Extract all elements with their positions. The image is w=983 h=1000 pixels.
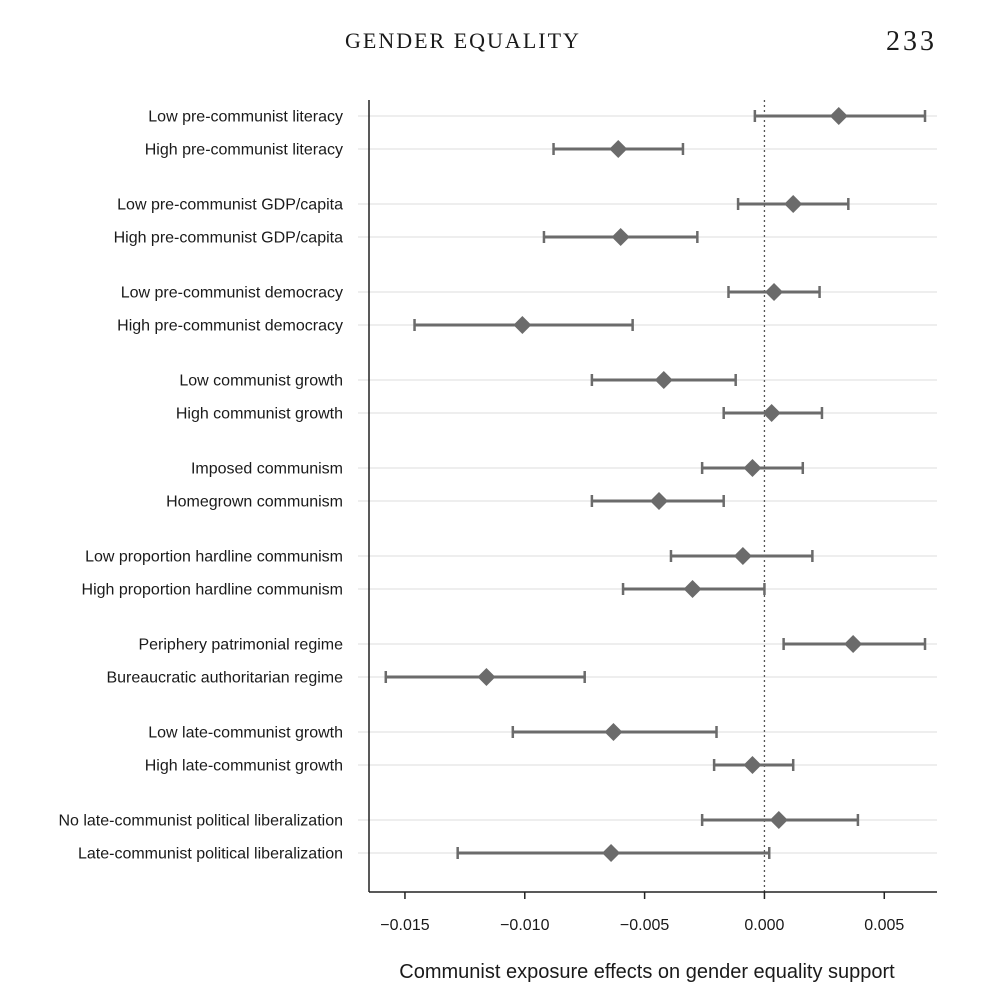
row-label: Homegrown communism xyxy=(166,494,343,511)
point-estimate-marker xyxy=(609,140,628,158)
point-estimate-marker xyxy=(513,316,532,334)
row-label: Low proportion hardline communism xyxy=(85,549,343,566)
row-label: High pre-communist literacy xyxy=(145,142,343,159)
row-label: High communist growth xyxy=(176,406,343,423)
point-estimate-marker xyxy=(784,195,803,213)
row-label: High pre-communist GDP/capita xyxy=(114,230,344,247)
point-estimate-marker xyxy=(743,756,762,774)
running-head: GENDER EQUALITY xyxy=(345,28,581,53)
point-estimate-marker xyxy=(604,723,623,741)
point-estimate-marker xyxy=(769,811,788,829)
row-label: High late-communist growth xyxy=(145,758,343,775)
row-label: Late-communist political liberalization xyxy=(78,846,343,863)
point-estimate-marker xyxy=(733,547,752,565)
point-estimate-marker xyxy=(654,371,673,389)
point-estimate-marker xyxy=(683,580,702,598)
row-label: Low late-communist growth xyxy=(148,725,343,742)
grid-lines xyxy=(358,115,937,854)
point-estimate-marker xyxy=(762,404,781,422)
x-tick-label: −0.010 xyxy=(500,917,549,934)
point-estimate-marker xyxy=(743,459,762,477)
row-label: Low pre-communist GDP/capita xyxy=(117,197,343,214)
x-axis-title: Communist exposure effects on gender equ… xyxy=(399,961,895,983)
row-label: Low pre-communist literacy xyxy=(148,109,343,126)
point-estimate-marker xyxy=(844,635,863,653)
x-tick-label: 0.005 xyxy=(864,917,904,934)
x-tick-label: −0.015 xyxy=(380,917,429,934)
row-labels: Low pre-communist literacy High pre-commu… xyxy=(58,109,343,863)
row-label: Low pre-communist democracy xyxy=(121,285,343,302)
point-estimate-marker xyxy=(829,107,848,125)
row-label: Low communist growth xyxy=(179,373,343,390)
row-label: High pre-communist democracy xyxy=(117,318,343,335)
point-estimate-marker xyxy=(649,492,668,510)
x-tick-label: 0.000 xyxy=(744,917,784,934)
row-label: High proportion hardline communism xyxy=(82,582,343,599)
axes: −0.015 −0.010 −0.005 0.000 0.005 xyxy=(368,100,937,934)
row-label: Imposed communism xyxy=(191,461,343,478)
point-estimate-marker xyxy=(477,668,496,686)
row-label: No late-communist political liberalizati… xyxy=(58,813,343,830)
point-estimate-marker xyxy=(611,228,630,246)
point-estimate-marker xyxy=(602,844,621,862)
x-tick-label: −0.005 xyxy=(620,917,669,934)
row-label: Bureaucratic authoritarian regime xyxy=(106,670,343,687)
row-label: Periphery patrimonial regime xyxy=(138,637,343,654)
page-number: 233 xyxy=(886,26,937,57)
point-estimate-marker xyxy=(765,283,784,301)
series-marks xyxy=(384,107,927,862)
